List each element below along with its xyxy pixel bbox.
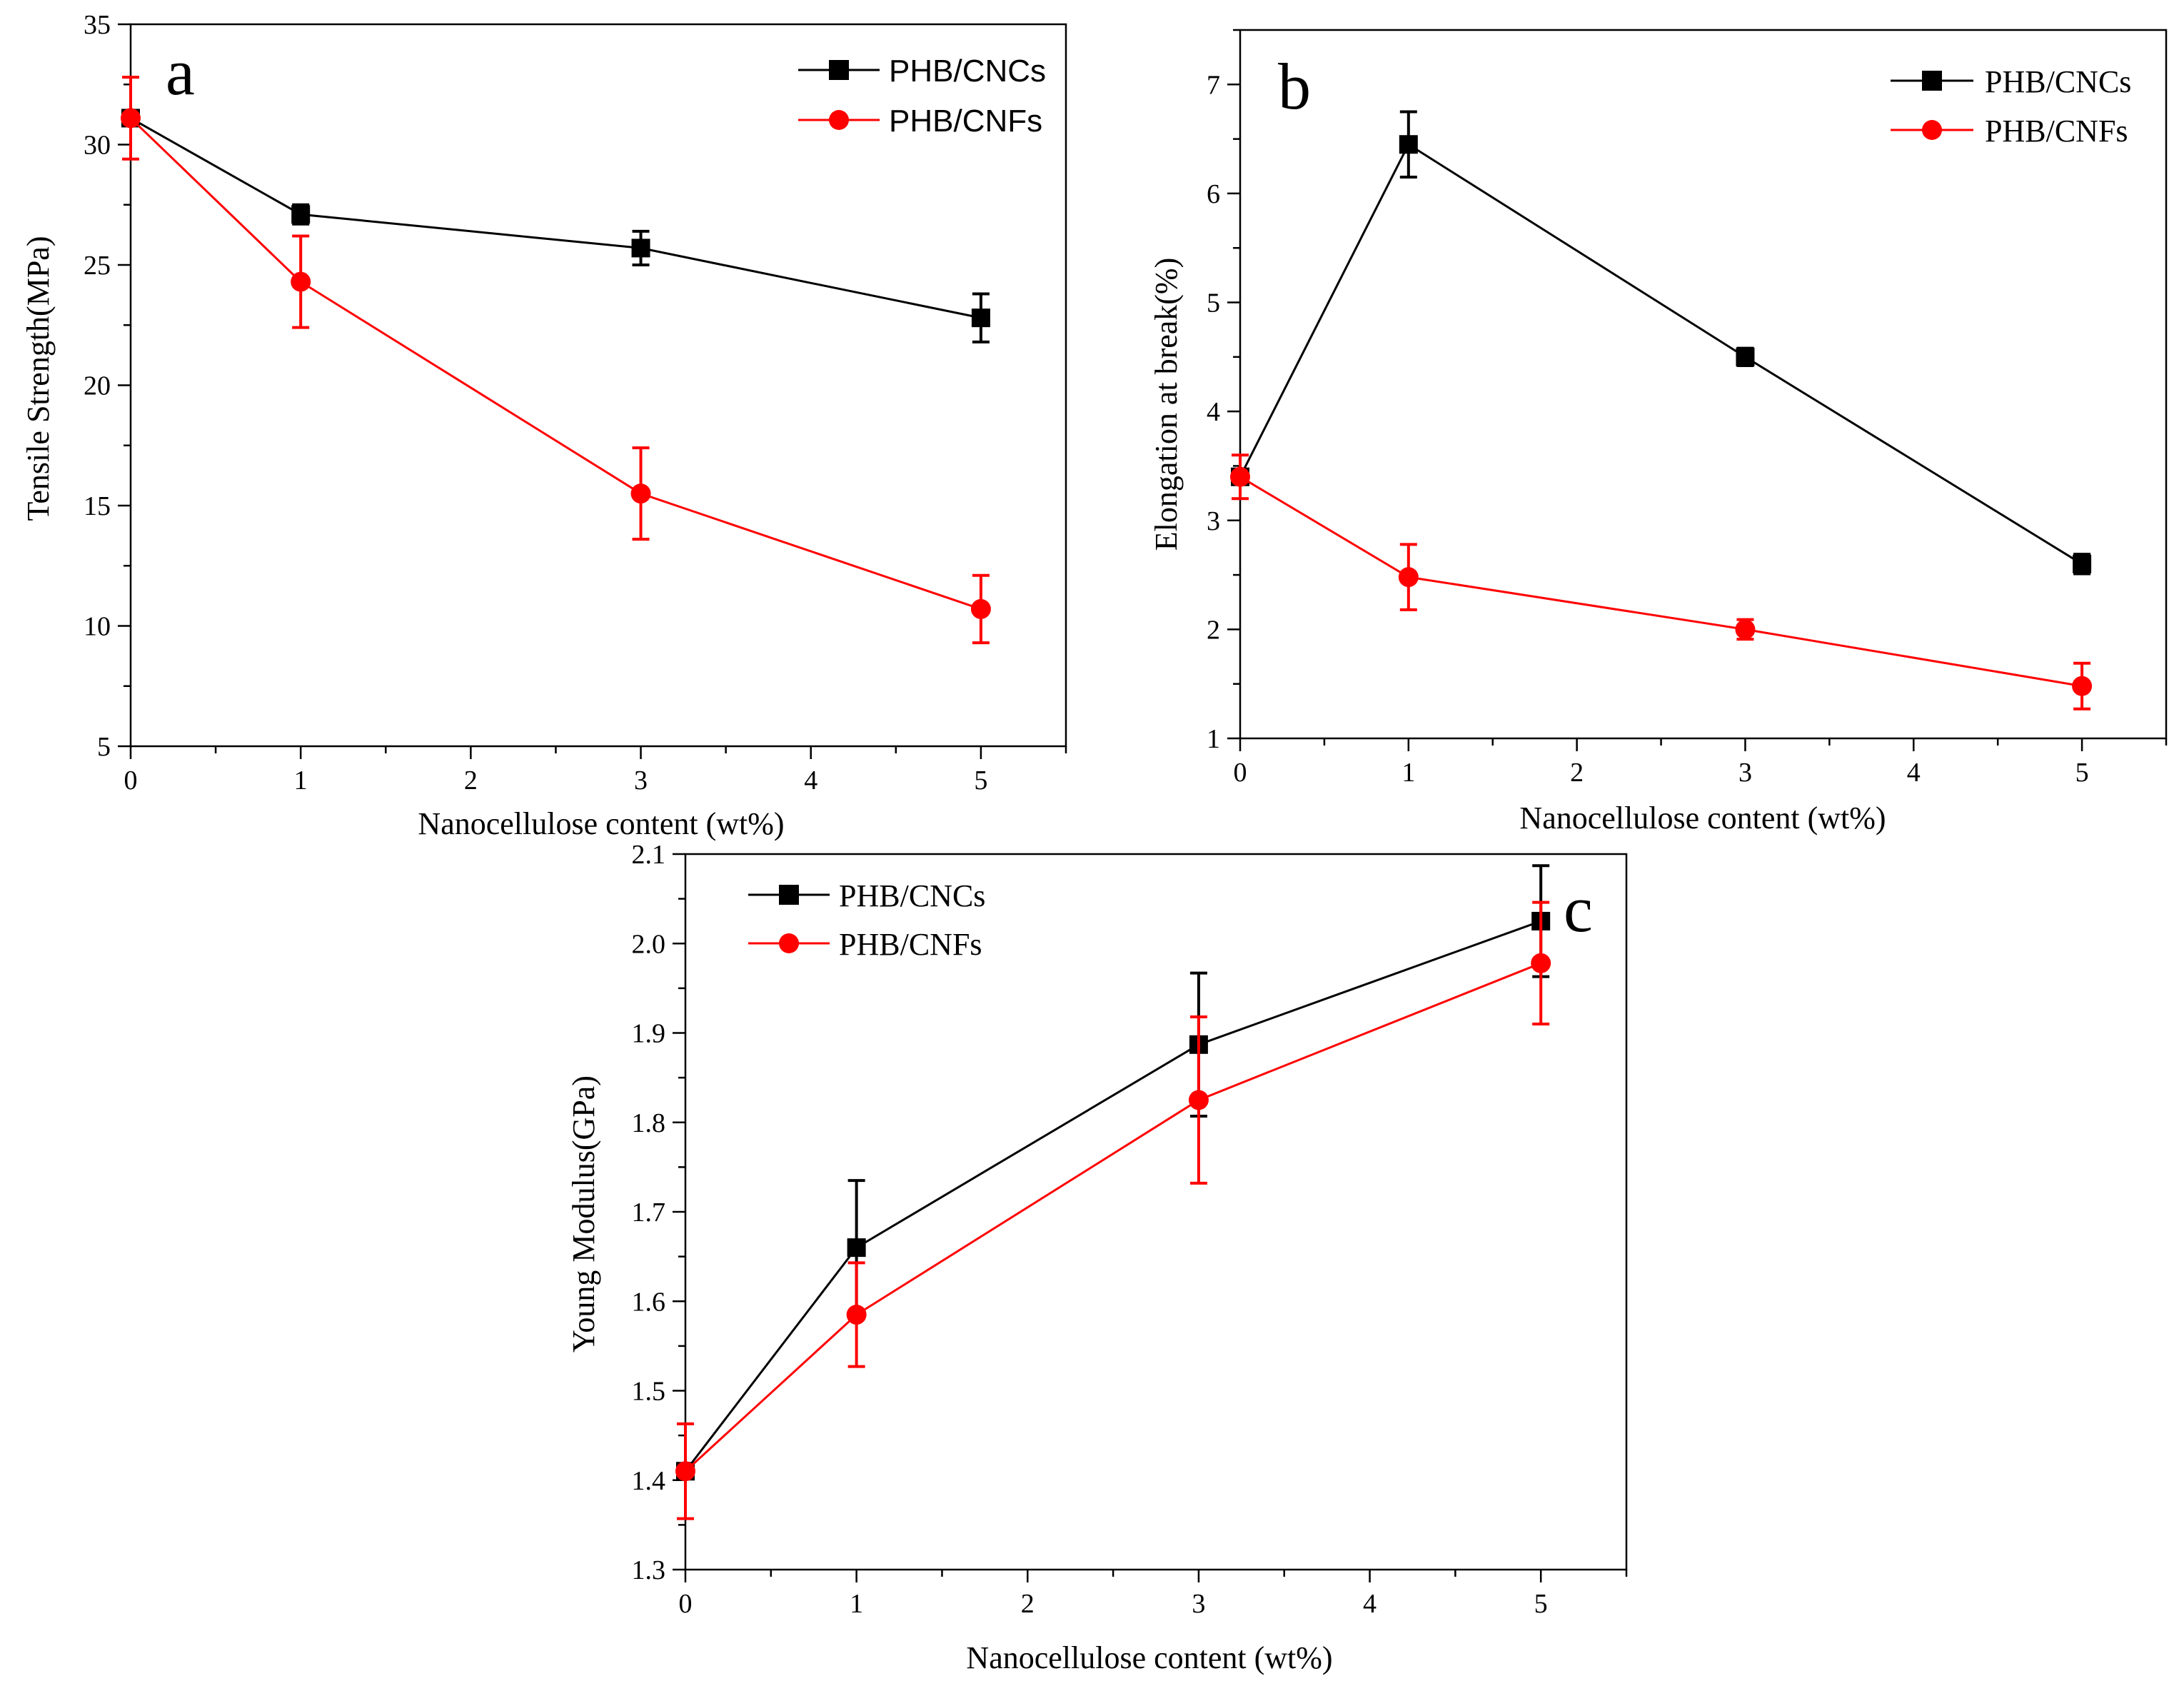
panel-b-y-tick-label: 3 [1207,506,1220,536]
panel-a-legend-cnfs-marker [829,110,849,130]
panel-c-y-tick-label: 1.4 [632,1466,666,1496]
panel-a-cncs-line [130,117,982,319]
panel-c-y-tick-label: 2.1 [632,840,666,870]
panel-b-y-tick-label: 7 [1207,70,1220,100]
panel-a-cncs-point [971,308,990,328]
panel-a-legend-cncs-marker [829,60,849,80]
panel-a-y-axis-title: Tensile Strength(MPa) [21,236,56,521]
panel-b-cnfs-point [1398,567,1419,588]
panel-a-axes: 0 1 2 3 4 5 5 10 15 20 25 30 35 [84,10,1067,796]
panel-c-y-tick-label: 2.0 [632,929,666,959]
panel-a-cnfs-line [129,117,982,611]
panel-b-x-tick-label: 0 [1234,758,1247,788]
panel-c-y-tick-label: 1.9 [632,1019,666,1049]
panel-c-cncs-point [847,1238,866,1258]
panel-a-y-tick-label: 15 [84,491,111,521]
panel-c-x-tick-label: 0 [679,1589,693,1619]
panel-c: 0 1 2 3 4 5 1.3 1.4 1.5 1.6 1.7 1.8 1.9 2.0 2.1 c Nano… [566,840,1628,1675]
panel-a-x-tick-label: 3 [634,766,648,796]
panel-b-y-tick-label: 4 [1207,397,1220,427]
panel-c-y-tick-label: 1.7 [632,1198,666,1228]
panel-b-y-tick-label: 1 [1207,724,1220,754]
panel-c-legend-cncs-marker [779,885,799,905]
panel-c-x-tick-label: 3 [1192,1589,1205,1619]
panel-a-y-tick-label: 35 [84,10,111,40]
panel-b-cncs-point [1399,135,1418,154]
panel-b-y-tick-label: 2 [1207,615,1220,645]
panel-a-x-tick-label: 1 [294,766,308,796]
panel-b-x-tick-label: 1 [1402,758,1415,788]
panel-b-legend-cnfs-label: PHB/CNFs [1985,114,2128,149]
panel-a-cncs-point [291,205,311,224]
panel-c-legend-cncs-label: PHB/CNCs [839,878,985,913]
panel-a-cnfs-point [970,598,991,619]
panel-c-cnfs-point [1531,953,1551,973]
panel-a-y-tick-label: 30 [84,131,111,161]
panel-b-x-tick-label: 4 [1907,758,1921,788]
panel-c-x-tick-label: 5 [1534,1589,1548,1619]
panel-c-cnfs-point [675,1461,695,1482]
panel-c-cnfs-line [684,962,1541,1472]
panel-b-letter: b [1278,50,1311,123]
panel-b-frame [1239,29,2168,740]
panel-c-x-tick-label: 1 [850,1589,863,1619]
panel-a-cncs-point [631,239,650,258]
panel-b-y-axis-title: Elongation at break(%) [1149,258,1184,551]
panel-c-axes: 0 1 2 3 4 5 1.3 1.4 1.5 1.6 1.7 1.8 1.9 2.0 2.1 [632,840,1628,1619]
panel-c-cnfs-point [1188,1090,1209,1110]
panel-b-x-tick-label: 2 [1570,758,1584,788]
panel-b-cnfs-point [1230,466,1250,487]
panel-b-cnfs-point [1735,619,1756,640]
panel-b-cncs-line [1239,143,2083,566]
panel-b-cnfs-point [2072,676,2093,696]
panel-c-cncs-line [684,920,1541,1472]
panel-c-y-tick-label: 1.6 [632,1287,666,1317]
panel-a-legend: PHB/CNCs PHB/CNFs [798,54,1046,139]
panel-b-y-tick-label: 6 [1207,179,1220,209]
panel-c-legend-cnfs-marker [779,933,799,953]
panel-a-y-tick-label: 10 [84,612,111,642]
panel-b-y-tick-label: 5 [1207,288,1220,318]
panel-a-y-tick-label: 25 [84,251,111,281]
panel-c-y-tick-label: 1.3 [632,1555,666,1585]
panel-c-x-axis-title: Nanocellulose content (wt%) [966,1640,1332,1675]
panel-a-y-tick-label: 20 [84,371,111,401]
panel-b-legend-cnfs-marker [1922,120,1942,140]
panel-b-legend-cncs-marker [1922,71,1942,91]
panel-b-legend: PHB/CNCs PHB/CNFs [1891,64,2131,149]
panel-c-frame [684,853,1628,1571]
panel-b-legend-cncs-label: PHB/CNCs [1985,64,2131,99]
panel-c-x-tick-label: 4 [1363,1589,1377,1619]
panel-a-cnfs-point [291,271,311,292]
panel-a-x-axis-title: Nanocellulose content (wt%) [418,806,784,841]
panel-c-x-tick-label: 2 [1021,1589,1035,1619]
panel-b-x-tick-label: 3 [1738,758,1752,788]
panel-c-y-tick-label: 1.5 [632,1377,666,1407]
panel-a-y-tick-label: 5 [97,732,111,762]
panel-a-x-tick-label: 5 [974,766,987,796]
panel-b-cncs-point [2073,554,2092,573]
panel-a: 0 1 2 3 4 5 5 10 15 20 25 30 35 a Nanocellulose cont… [21,10,1067,841]
panel-a-letter: a [166,36,195,109]
panel-b-x-axis-title: Nanocellulose content (wt%) [1519,801,1886,836]
panel-b-cncs-point [1736,347,1755,366]
panel-b-x-tick-label: 5 [2075,758,2089,788]
panel-c-y-axis-title: Young Modulus(GPa) [566,1075,601,1353]
panel-b-cnfs-line [1239,476,2083,688]
panel-a-cnfs-point [630,483,651,504]
panel-c-letter: c [1564,873,1593,945]
panel-c-cnfs-point [846,1305,867,1325]
panel-c-legend-cnfs-label: PHB/CNFs [839,927,982,962]
panel-a-cnfs-point [121,108,141,129]
panel-a-legend-cnfs-label: PHB/CNFs [889,104,1042,139]
panel-c-legend: PHB/CNCs PHB/CNFs [748,878,985,962]
panel-c-y-tick-label: 1.8 [632,1108,666,1138]
panel-a-x-tick-label: 4 [804,766,817,796]
panel-a-x-tick-label: 2 [464,766,478,796]
panel-a-x-tick-label: 0 [124,766,138,796]
panel-a-legend-cncs-label: PHB/CNCs [889,54,1046,89]
